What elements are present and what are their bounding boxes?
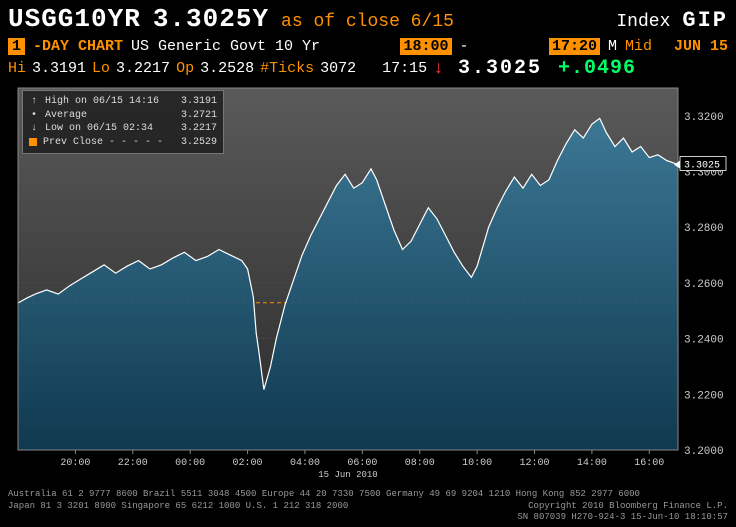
header-row-3: Hi 3.3191 Lo 3.2217 Op 3.2528 #Ticks 307… <box>0 57 736 84</box>
svg-text:00:00: 00:00 <box>175 458 205 469</box>
svg-text:3.3025: 3.3025 <box>684 161 720 172</box>
hi-label: Hi <box>8 60 26 77</box>
change-value: +.0496 <box>558 57 636 80</box>
svg-text:3.2400: 3.2400 <box>684 335 724 347</box>
svg-text:3.2800: 3.2800 <box>684 223 724 235</box>
svg-text:22:00: 22:00 <box>118 458 148 469</box>
mid-label: Mid <box>625 38 652 55</box>
terminal-footer: Australia 61 2 9777 8600 Brazil 5511 304… <box>0 487 736 527</box>
chart-container[interactable]: ↑ High on 06/15 14:16 3.3191 • Average 3… <box>8 82 728 482</box>
legend-prev-close: Prev Close - - - - - 3.2529 <box>29 136 217 150</box>
ticks-value: 3072 <box>320 60 356 77</box>
index-label: Index <box>616 12 670 32</box>
instrument-name: US Generic Govt 10 Yr <box>131 38 320 55</box>
chart-legend: ↑ High on 06/15 14:16 3.3191 • Average 3… <box>22 90 224 154</box>
chart-type-label: -DAY CHART <box>33 38 123 55</box>
svg-text:10:00: 10:00 <box>462 458 492 469</box>
svg-text:04:00: 04:00 <box>290 458 320 469</box>
svg-text:15 Jun 2010: 15 Jun 2010 <box>318 470 377 480</box>
bloomberg-terminal: USGG10YR 3.3025Y as of close 6/15 Index … <box>0 0 736 527</box>
footer-line-2: Japan 81 3 3201 8900 Singapore 65 6212 1… <box>8 501 728 512</box>
op-value: 3.2528 <box>200 60 254 77</box>
svg-text:12:00: 12:00 <box>520 458 550 469</box>
ticker-symbol: USGG10YR <box>8 4 141 34</box>
header-row-1: USGG10YR 3.3025Y as of close 6/15 Index … <box>0 0 736 36</box>
legend-high: ↑ High on 06/15 14:16 3.3191 <box>29 95 217 109</box>
lo-label: Lo <box>92 60 110 77</box>
lo-value: 3.2217 <box>116 60 170 77</box>
ticks-label: #Ticks <box>260 60 314 77</box>
svg-text:3.2200: 3.2200 <box>684 390 724 402</box>
direction-arrow: ↓ <box>433 59 444 79</box>
legend-average: • Average 3.2721 <box>29 109 217 123</box>
last-time: 17:15 <box>382 60 427 77</box>
footer-line-1: Australia 61 2 9777 8600 Brazil 5511 304… <box>8 489 728 500</box>
period-selector[interactable]: 1 <box>8 38 25 55</box>
last-price: 3.3025 <box>458 57 542 80</box>
hi-value: 3.3191 <box>32 60 86 77</box>
header-row-2: 1 -DAY CHART US Generic Govt 10 Yr 18:00… <box>0 36 736 57</box>
function-code: GIP <box>682 8 728 33</box>
mid-marker[interactable]: M <box>608 38 617 55</box>
chart-date: JUN 15 <box>674 38 728 55</box>
as-of-label: as of close 6/15 <box>281 12 454 32</box>
time-range-end[interactable]: 17:20 <box>549 38 600 55</box>
op-label: Op <box>176 60 194 77</box>
time-range-start[interactable]: 18:00 <box>400 38 451 55</box>
svg-text:14:00: 14:00 <box>577 458 607 469</box>
svg-text:06:00: 06:00 <box>347 458 377 469</box>
svg-text:16:00: 16:00 <box>634 458 664 469</box>
svg-text:3.3200: 3.3200 <box>684 112 724 124</box>
svg-text:08:00: 08:00 <box>405 458 435 469</box>
svg-text:02:00: 02:00 <box>233 458 263 469</box>
legend-low: ↓ Low on 06/15 02:34 3.2217 <box>29 122 217 136</box>
header-price: 3.3025Y <box>153 4 269 34</box>
svg-text:3.2600: 3.2600 <box>684 279 724 291</box>
svg-text:3.2000: 3.2000 <box>684 446 724 458</box>
svg-text:20:00: 20:00 <box>60 458 90 469</box>
footer-line-3: SN 807039 H270-924-3 15-Jun-10 18:10:57 <box>8 512 728 523</box>
